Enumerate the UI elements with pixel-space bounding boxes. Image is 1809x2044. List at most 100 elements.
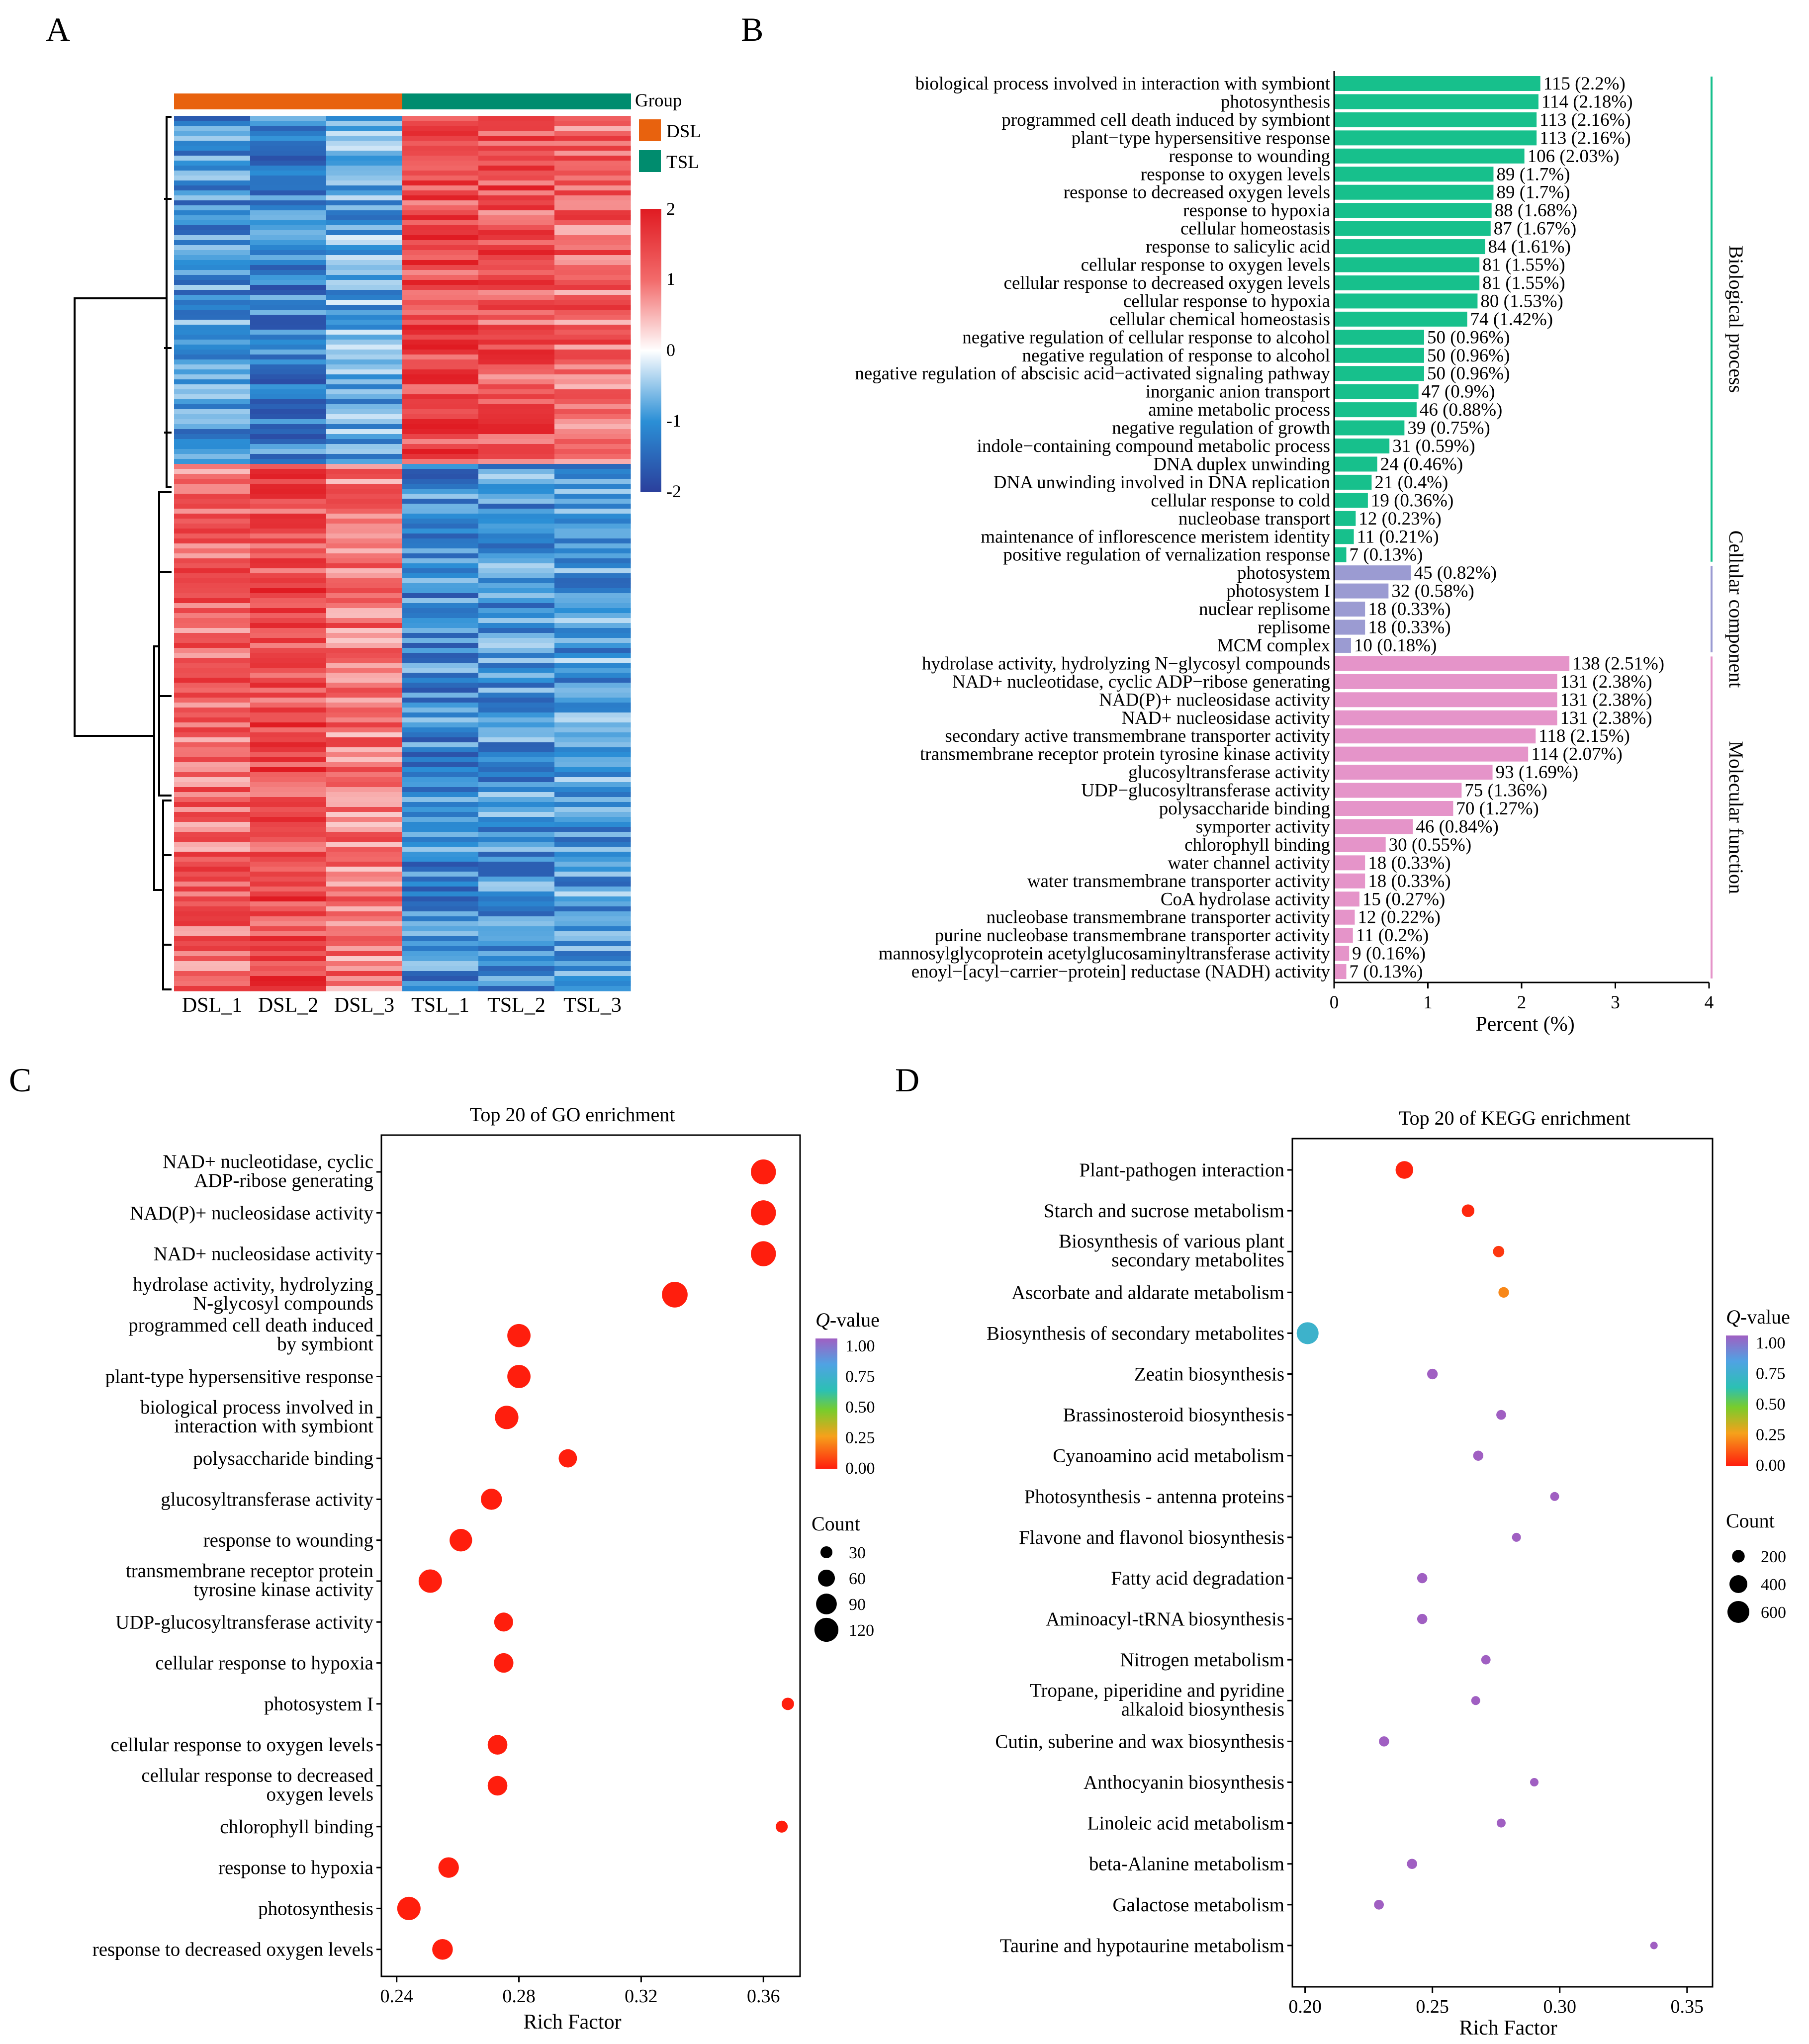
- heatmap-cell: [402, 369, 479, 375]
- go-category-brackets: Biological process Cellular component Mole…: [1711, 77, 1747, 979]
- heatmap-cell: [402, 812, 479, 817]
- heatmap-cell: [174, 419, 251, 425]
- go-bar: [1334, 620, 1365, 635]
- heatmap-cell: [326, 235, 403, 241]
- heatmap-cell: [326, 215, 403, 221]
- heatmap-cell: [554, 708, 631, 713]
- term-label: Anthocyanin biosynthesis: [1084, 1772, 1284, 1793]
- heatmap-cell: [478, 693, 555, 698]
- heatmap-cell: [478, 717, 555, 723]
- heatmap-cell: [402, 185, 479, 191]
- x-tick-label: 0.24: [380, 1986, 413, 2007]
- heatmap-cell: [554, 484, 631, 489]
- heatmap-cell: [326, 613, 403, 619]
- heatmap-cell: [174, 345, 251, 350]
- go-bar-value-label: 39 (0.75%): [1407, 418, 1490, 439]
- heatmap-cell: [478, 230, 555, 236]
- heatmap-cell: [478, 872, 555, 877]
- heatmap-cell: [250, 444, 327, 449]
- go-term-label: NAD(P)+ nucleosidase activity: [1099, 690, 1330, 710]
- heatmap-cell: [174, 185, 251, 191]
- heatmap-cell: [402, 210, 479, 216]
- heatmap-cell: [174, 618, 251, 623]
- heatmap-cell: [402, 434, 479, 440]
- heatmap-cell: [174, 752, 251, 758]
- go-bar-value-label: 32 (0.58%): [1391, 581, 1474, 602]
- heatmap-cell: [554, 951, 631, 957]
- enrichment-point: [1530, 1777, 1539, 1787]
- heatmap-cell: [174, 389, 251, 395]
- heatmap-cell: [174, 285, 251, 290]
- heatmap-cell: [402, 598, 479, 604]
- go-term-label: biological process involved in interacti…: [915, 74, 1331, 94]
- heatmap-cell: [250, 628, 327, 633]
- heatmap-cell: [402, 951, 479, 957]
- heatmap-cell: [478, 190, 555, 196]
- heatmap-cell: [402, 752, 479, 758]
- heatmap-cell: [174, 732, 251, 738]
- heatmap-cell: [174, 817, 251, 822]
- heatmap-cell: [478, 320, 555, 325]
- heatmap-cell: [478, 797, 555, 802]
- go-bar: [1334, 583, 1389, 599]
- term-label: Taurine and hypotaurine metabolism: [1000, 1935, 1284, 1956]
- x-tick-label: 3: [1611, 992, 1620, 1013]
- heatmap-cell: [554, 837, 631, 842]
- heatmap-cell: [478, 827, 555, 832]
- heatmap-cell: [174, 499, 251, 504]
- go-term-label: DNA duplex unwinding: [1153, 454, 1330, 474]
- heatmap-cell: [478, 737, 555, 743]
- heatmap-cell: [174, 653, 251, 658]
- heatmap-cell: [250, 986, 327, 991]
- term-label: Linoleic acid metabolism: [1087, 1813, 1284, 1834]
- heatmap-cell: [402, 981, 479, 986]
- heatmap-cell: [250, 673, 327, 678]
- heatmap-cell: [326, 364, 403, 370]
- heatmap-cell: [174, 747, 251, 753]
- heatmap-cell: [402, 300, 479, 305]
- heatmap-cell: [478, 792, 555, 798]
- heatmap-cell: [250, 116, 327, 121]
- heatmap-cell: [174, 812, 251, 817]
- heatmap-cell: [174, 842, 251, 847]
- heatmap-cell: [326, 817, 403, 822]
- heatmap-cell: [478, 439, 555, 444]
- heatmap-cell: [174, 896, 251, 902]
- heatmap-cell: [554, 180, 631, 186]
- heatmap-cell: [326, 504, 403, 509]
- go-term-label: plant−type hypersensitive response: [1072, 128, 1330, 148]
- go-category-label: Cellular component: [1725, 531, 1747, 688]
- heatmap-cell: [250, 220, 327, 226]
- heatmap-cell: [554, 295, 631, 300]
- heatmap-cell: [326, 901, 403, 907]
- heatmap-cell: [478, 305, 555, 310]
- heatmap-cell: [554, 568, 631, 574]
- heatmap-cell: [174, 260, 251, 266]
- heatmap-cell: [326, 683, 403, 688]
- go-term-label: MCM complex: [1217, 635, 1331, 656]
- go-bar-value-label: 50 (0.96%): [1427, 346, 1510, 366]
- heatmap-group-cell: [554, 93, 631, 109]
- heatmap-cell: [554, 703, 631, 708]
- heatmap-cell: [402, 151, 479, 156]
- heatmap-cell: [478, 270, 555, 275]
- heatmap-cell: [554, 315, 631, 320]
- heatmap-cell: [554, 374, 631, 380]
- heatmap-cell: [478, 966, 555, 972]
- heatmap-cell: [554, 394, 631, 400]
- go-term-label: cellular response to oxygen levels: [1081, 255, 1330, 275]
- heatmap-cell: [478, 126, 555, 131]
- go-term-label: UDP−glucosyltransferase activity: [1081, 781, 1330, 801]
- heatmap-cell: [402, 911, 479, 917]
- heatmap-cell: [478, 598, 555, 604]
- heatmap-cell: [326, 921, 403, 927]
- heatmap-cell: [554, 867, 631, 872]
- heatmap-cell: [402, 956, 479, 962]
- heatmap-cell: [326, 424, 403, 430]
- heatmap-group-cell: [250, 93, 327, 109]
- heatmap-cell: [250, 951, 327, 957]
- heatmap-cell: [554, 176, 631, 181]
- heatmap-cell: [554, 613, 631, 619]
- heatmap-cell: [402, 872, 479, 877]
- heat-scale-tick: -2: [666, 481, 681, 501]
